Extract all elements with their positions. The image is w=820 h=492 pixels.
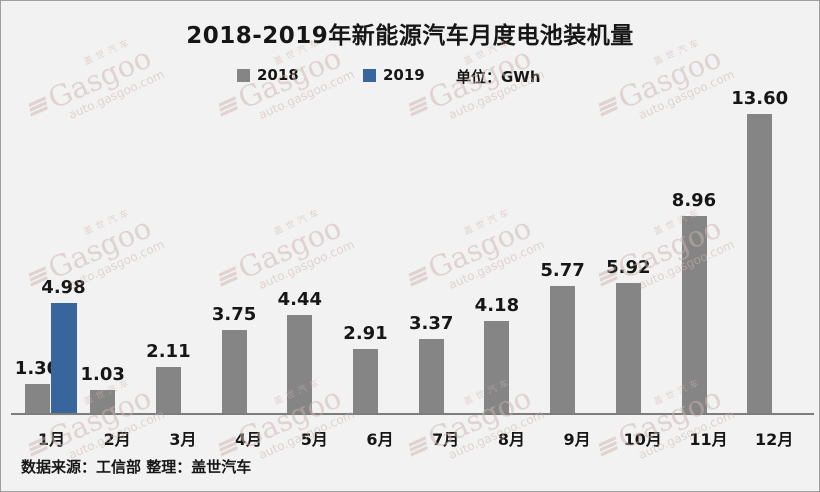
bar-2018-5月: [287, 315, 313, 413]
bar-2018-3月: [155, 367, 181, 413]
bar-2018-2月: [90, 390, 116, 413]
value-label-2018-3月: 2.11: [146, 341, 191, 362]
value-label-2018-12月: 13.60: [731, 88, 789, 109]
x-tick-6月: 6月: [366, 430, 394, 449]
value-label-2018-11月: 8.96: [671, 190, 717, 211]
bar-2018-12月: [747, 114, 773, 413]
x-tick-12月: 12月: [755, 430, 794, 449]
bar-2019-1月: [50, 303, 77, 413]
value-label-2018-4月: 3.75: [211, 304, 257, 325]
bar-2018-10月: [615, 283, 641, 413]
x-tick-5月: 5月: [300, 430, 328, 449]
x-tick-3月: 3月: [169, 430, 197, 449]
legend-label-2019: 2019: [383, 66, 425, 84]
value-label-2018-9月: 5.77: [540, 260, 585, 281]
legend-item-2018: 2018: [237, 66, 299, 84]
x-tick-11月: 11月: [689, 430, 728, 449]
value-label-2018-8月: 4.18: [474, 295, 520, 316]
x-tick-7月: 7月: [432, 430, 460, 449]
legend-swatch-2018-icon: [237, 68, 250, 82]
x-tick-2月: 2月: [103, 430, 131, 449]
x-axis-line: [11, 413, 814, 415]
data-source-note: 数据来源：工信部 整理：盖世汽车: [21, 458, 252, 476]
value-label-2018-5月: 4.44: [277, 289, 323, 310]
value-label-2019-1月: 4.98: [41, 277, 86, 298]
bar-2018-7月: [418, 339, 444, 413]
value-label-2018-1月: 1.30: [14, 358, 60, 379]
bar-2018-6月: [353, 349, 378, 413]
value-label-2018-6月: 2.91: [343, 323, 388, 344]
legend-item-2019: 2019: [363, 66, 425, 84]
value-label-2018-10月: 5.92: [606, 257, 651, 278]
x-tick-8月: 8月: [497, 430, 525, 449]
bar-2018-4月: [221, 330, 247, 413]
value-label-2018-7月: 3.37: [408, 313, 454, 334]
bar-2018-11月: [681, 216, 707, 413]
x-tick-9月: 9月: [563, 430, 591, 449]
x-tick-10月: 10月: [623, 430, 662, 449]
bar-2018-8月: [484, 321, 510, 413]
value-label-2018-2月: 1.03: [80, 364, 125, 385]
x-tick-4月: 4月: [235, 430, 263, 449]
bar-2018-9月: [550, 286, 576, 413]
legend-label-2018: 2018: [257, 66, 299, 84]
chart-title: 2018-2019年新能源汽车月度电池装机量: [186, 23, 634, 49]
legend-swatch-2019-icon: [363, 68, 376, 82]
unit-label: 单位：GWh: [456, 68, 541, 86]
bar-2018-1月: [24, 384, 50, 413]
x-tick-1月: 1月: [37, 430, 66, 449]
